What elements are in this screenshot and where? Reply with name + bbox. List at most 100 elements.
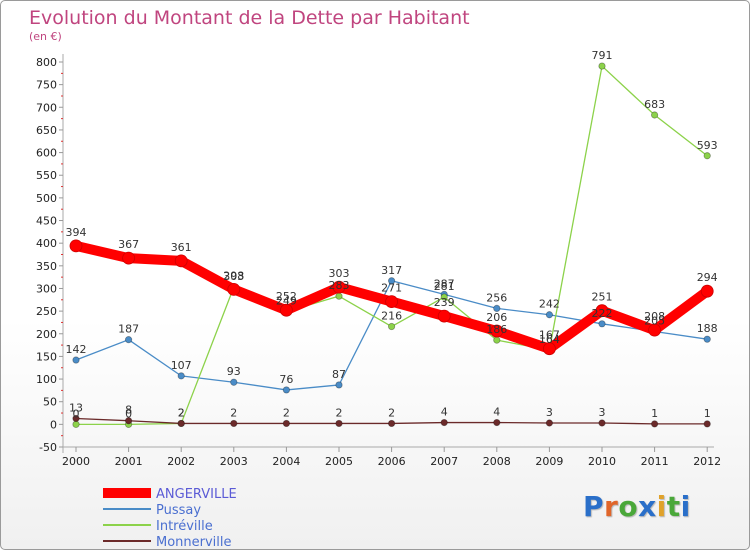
x-tick-label: 2004 <box>272 455 300 468</box>
x-tick-label: 2009 <box>535 455 563 468</box>
data-point-intréville <box>703 152 711 160</box>
data-label-monnerville: 2 <box>388 406 395 419</box>
x-tick-label: 2011 <box>641 455 669 468</box>
data-point-monnerville <box>493 418 501 427</box>
data-point-intréville <box>440 293 448 301</box>
y-tick-label: -50 <box>39 441 57 454</box>
data-label-monnerville: 1 <box>704 407 711 420</box>
data-point-monnerville <box>335 419 343 428</box>
data-point-monnerville <box>230 419 238 428</box>
y-tick-label: 100 <box>36 373 57 386</box>
data-label-monnerville: 1 <box>651 407 658 420</box>
data-label-pussay: 187 <box>118 323 139 336</box>
logo-letter: x <box>638 490 657 523</box>
data-point-angerville <box>69 239 83 253</box>
data-label-intréville: 186 <box>486 323 507 336</box>
data-label-monnerville: 8 <box>125 404 132 417</box>
logo-letter: i <box>680 490 691 523</box>
data-point-pussay <box>703 335 711 343</box>
data-label-monnerville: 4 <box>493 406 500 419</box>
data-label-angerville: 239 <box>434 296 455 309</box>
y-tick-label: 500 <box>36 192 57 205</box>
data-label-monnerville: 13 <box>69 401 83 414</box>
data-point-angerville <box>332 280 346 294</box>
data-point-monnerville <box>440 418 448 427</box>
data-point-intréville <box>72 420 80 428</box>
data-point-pussay <box>72 356 80 364</box>
data-label-angerville: 361 <box>171 241 192 254</box>
data-label-angerville: 303 <box>329 267 350 280</box>
x-tick-label: 2007 <box>430 455 458 468</box>
data-label-angerville: 271 <box>381 282 402 295</box>
y-tick-label: 700 <box>36 101 57 114</box>
data-point-intréville <box>650 111 659 119</box>
data-label-pussay: 107 <box>171 359 192 372</box>
x-tick-label: 2002 <box>167 455 195 468</box>
y-tick-label: 750 <box>36 79 57 92</box>
legend-label-angerville: ANGERVILLE <box>156 487 237 502</box>
chart-unit-label: (en €) <box>29 30 62 43</box>
data-point-pussay <box>493 304 501 312</box>
x-tick-label: 2000 <box>62 455 90 468</box>
legend-label-intréville: Intréville <box>156 519 213 534</box>
y-tick-label: 0 <box>50 418 57 431</box>
data-point-pussay <box>177 372 185 380</box>
data-label-intréville: 249 <box>276 295 297 308</box>
data-point-monnerville <box>72 414 80 423</box>
data-label-monnerville: 3 <box>599 406 606 419</box>
data-label-angerville: 208 <box>644 310 665 323</box>
y-tick-label: 300 <box>36 282 57 295</box>
logo-letter: t <box>666 490 681 523</box>
data-label-monnerville: 2 <box>283 406 290 419</box>
data-label-intréville: 216 <box>381 310 402 323</box>
series-layer <box>69 62 714 428</box>
data-label-angerville: 167 <box>539 329 560 342</box>
x-tick-label: 2012 <box>693 455 721 468</box>
x-tick-label: 2008 <box>483 455 511 468</box>
data-label-intréville: 593 <box>697 139 718 152</box>
data-label-intréville: 0 <box>125 407 132 420</box>
data-label-pussay: 142 <box>66 343 87 356</box>
y-tick-label: 50 <box>43 396 57 409</box>
logo-letter: i <box>656 490 667 523</box>
x-tick-label: 2005 <box>325 455 353 468</box>
proxiti-logo: Proxiti <box>583 490 691 523</box>
data-label-pussay: 76 <box>279 373 293 386</box>
data-point-angerville <box>490 324 504 338</box>
data-point-pussay <box>335 381 343 389</box>
data-label-angerville: 251 <box>592 291 613 304</box>
data-label-monnerville: 3 <box>546 406 553 419</box>
axes: 8007507006506005505004504003503002502001… <box>36 54 721 468</box>
data-point-monnerville <box>387 419 396 428</box>
data-label-angerville: 294 <box>697 271 718 284</box>
data-label-intréville: 0 <box>73 407 80 420</box>
data-point-angerville <box>437 309 451 323</box>
y-tick-label: 200 <box>36 328 57 341</box>
data-point-monnerville <box>545 419 554 427</box>
data-label-pussay: 188 <box>697 322 718 335</box>
legend-label-monnerville: Monnerville <box>156 535 232 550</box>
data-point-intréville <box>387 322 396 331</box>
y-tick-label: 150 <box>36 350 57 363</box>
data-point-pussay <box>230 378 238 386</box>
logo-letter: o <box>618 490 639 523</box>
data-label-monnerville: 4 <box>441 406 448 419</box>
data-point-pussay <box>125 336 133 344</box>
data-label-pussay: 87 <box>332 368 346 381</box>
data-point-intréville <box>598 62 606 70</box>
data-point-angerville <box>385 295 399 309</box>
data-point-angerville <box>227 282 241 296</box>
data-point-angerville <box>279 303 293 317</box>
y-tick-label: 400 <box>36 237 57 250</box>
data-point-pussay <box>282 386 290 394</box>
data-point-monnerville <box>703 420 711 428</box>
data-point-monnerville <box>598 419 606 427</box>
data-label-intréville: 281 <box>434 280 455 293</box>
data-point-angerville <box>174 254 188 268</box>
data-label-angerville: 298 <box>223 269 244 282</box>
legend-label-pussay: Pussay <box>156 503 201 518</box>
y-tick-label: 350 <box>36 260 57 273</box>
